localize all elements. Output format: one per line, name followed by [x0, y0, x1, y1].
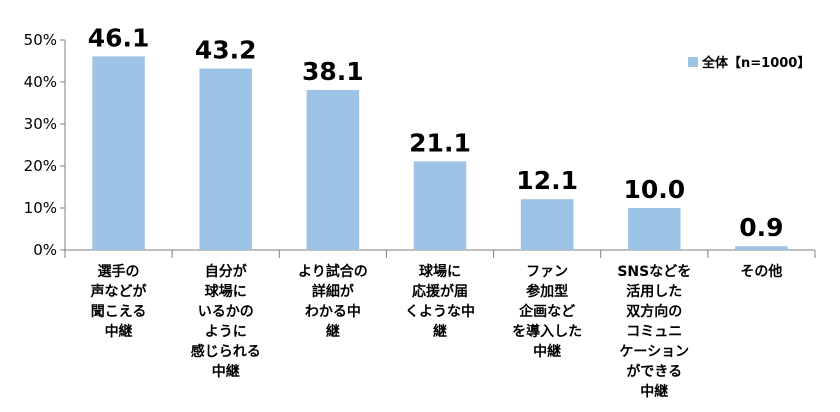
category-label: 自分が球場にいるかのように感じられる中継: [191, 263, 261, 380]
category-label-line: 球場に: [419, 263, 461, 280]
legend-swatch: [688, 57, 698, 67]
data-label: 10.0: [623, 175, 685, 204]
y-tick-label: 40%: [24, 73, 57, 91]
y-tick-label: 10%: [24, 199, 57, 217]
category-label-line: SNSなどを: [617, 264, 691, 280]
y-tick-label: 0%: [33, 241, 57, 259]
y-tick-label: 30%: [24, 115, 57, 133]
category-label: ファン参加型企画などを導入した中継: [512, 264, 582, 360]
data-label: 0.9: [739, 213, 783, 242]
category-label-line: 中継: [640, 383, 668, 400]
bar: [735, 246, 788, 250]
category-label-line: 応援が届: [412, 283, 468, 300]
category-label: 選手の声などが聞こえる中継: [90, 263, 148, 340]
bar: [628, 208, 681, 250]
data-label: 46.1: [88, 23, 150, 52]
category-label-line: 感じられる: [191, 343, 261, 360]
category-label-line: 活用した: [626, 283, 682, 300]
data-labels: 46.1 43.2 38.1 21.1 12.1 10.0 0.9: [88, 23, 784, 242]
bar: [413, 161, 467, 250]
category-label-line: コミュニ: [626, 324, 682, 340]
category-label: SNSなどを活用した双方向のコミュニケーションができる中継: [617, 264, 691, 400]
category-label: 球場に応援が届くような中継: [405, 263, 475, 340]
category-label-line: 聞こえる: [91, 304, 147, 320]
y-tick-label: 50%: [24, 31, 57, 49]
category-label-line: いるかの: [198, 304, 254, 320]
legend: 全体【n=1000】: [688, 55, 810, 71]
category-label-line: 声などが: [90, 283, 148, 300]
category-label-line: 中継: [533, 343, 561, 360]
data-label: 38.1: [302, 57, 364, 86]
legend-label: 全体【n=1000】: [701, 55, 810, 71]
category-labels: 選手の声などが聞こえる中継自分が球場にいるかのように感じられる中継より試合の詳細…: [90, 263, 783, 400]
category-label-line: 中継: [212, 363, 240, 380]
category-label-line: 継: [326, 323, 340, 340]
category-label-line: 参加型: [526, 283, 568, 300]
data-label: 43.2: [195, 36, 257, 65]
data-label: 12.1: [516, 166, 578, 195]
data-label: 21.1: [409, 128, 471, 157]
bar: [520, 199, 574, 250]
bars: [92, 56, 788, 250]
category-label-line: くような中: [405, 303, 475, 320]
category-label-line: わかる中: [305, 303, 361, 320]
category-label-line: 球場に: [205, 283, 247, 300]
category-label-line: ファン: [526, 264, 568, 280]
y-tick-label: 20%: [24, 157, 57, 175]
category-label-line: 自分が: [205, 263, 248, 280]
category-label-line: 中継: [105, 323, 133, 340]
category-label-line: その他: [740, 263, 782, 280]
category-label-line: ように: [205, 324, 247, 340]
category-label-line: ができる: [626, 363, 682, 380]
category-label-line: 企画など: [518, 303, 575, 320]
category-label-line: 選手の: [98, 263, 140, 280]
bar: [92, 56, 145, 250]
category-label-line: 詳細が: [312, 283, 355, 300]
category-label-line: を導入した: [512, 323, 582, 340]
category-label: より試合の詳細がわかる中継: [298, 263, 368, 340]
bar: [306, 89, 360, 250]
category-label-line: より試合の: [298, 263, 368, 280]
category-label-line: 継: [433, 323, 447, 340]
category-label-line: ケーション: [619, 344, 689, 360]
category-label: その他: [740, 263, 782, 280]
category-label-line: 双方向の: [626, 303, 682, 320]
bar: [199, 68, 252, 250]
